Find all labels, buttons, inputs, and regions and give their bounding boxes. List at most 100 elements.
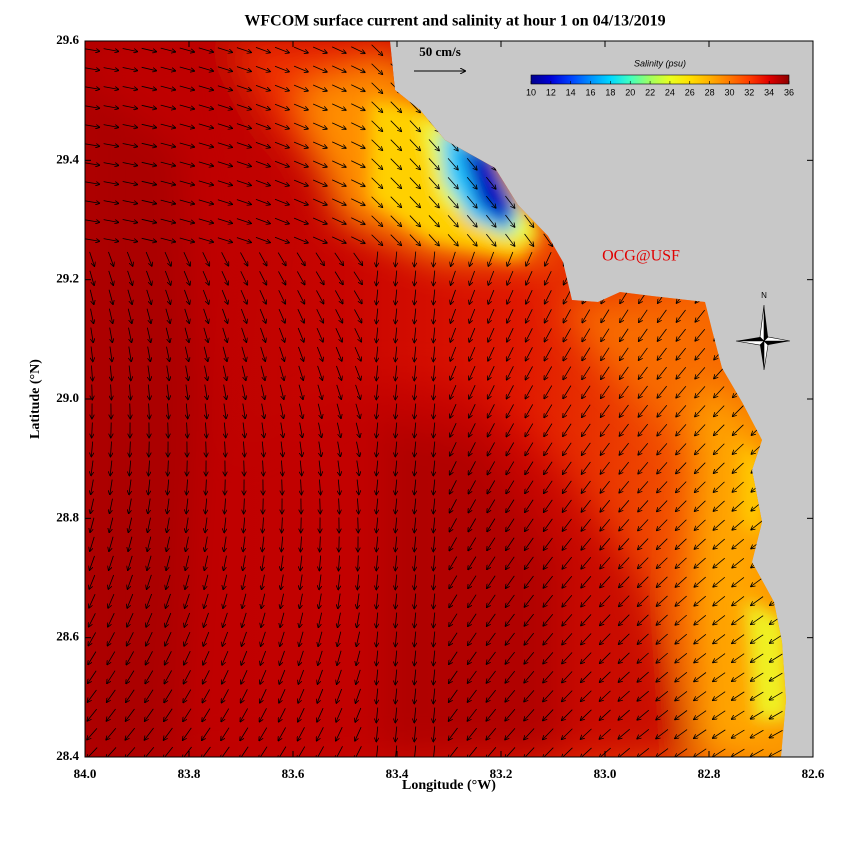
current-vector — [469, 346, 476, 361]
current-vector — [582, 423, 591, 436]
current-vector — [414, 555, 415, 571]
current-vector — [122, 86, 138, 89]
current-vector — [91, 346, 93, 362]
current-vector — [525, 461, 534, 475]
current-vector — [206, 479, 207, 495]
current-vector — [312, 84, 327, 91]
current-vector — [414, 479, 415, 495]
current-vector — [449, 632, 458, 646]
current-vector — [657, 404, 668, 417]
current-vector — [713, 634, 726, 643]
current-vector — [167, 403, 168, 419]
current-vector — [409, 120, 420, 132]
current-vector — [280, 593, 285, 609]
current-vector — [167, 365, 169, 381]
x-tick-label: 84.0 — [74, 766, 97, 781]
current-vector — [376, 536, 377, 552]
current-vector — [414, 631, 415, 647]
current-vector — [122, 219, 138, 222]
current-vector — [128, 555, 133, 570]
current-vector — [676, 386, 687, 397]
current-vector — [732, 596, 745, 605]
current-vector — [335, 328, 342, 342]
current-vector — [297, 290, 305, 303]
current-vector — [312, 160, 327, 167]
current-vector — [108, 289, 113, 304]
current-vector — [274, 84, 289, 90]
current-vector — [198, 237, 213, 242]
current-vector — [600, 538, 611, 549]
current-vector — [185, 593, 190, 608]
current-vector — [371, 215, 383, 226]
current-vector — [695, 348, 706, 359]
current-vector — [525, 423, 534, 437]
current-vector — [376, 593, 377, 609]
current-vector — [409, 215, 420, 227]
current-vector — [451, 270, 456, 285]
colorbar-tick-label: 32 — [744, 87, 754, 97]
current-vector — [488, 289, 495, 304]
current-vector — [395, 612, 396, 628]
current-vector — [165, 651, 172, 664]
current-vector — [485, 176, 495, 189]
current-vector — [243, 422, 245, 438]
current-vector — [85, 182, 100, 184]
current-vector — [282, 517, 283, 533]
current-vector — [243, 441, 244, 457]
current-vector — [695, 309, 705, 322]
current-vector — [563, 385, 572, 399]
current-vector — [600, 633, 611, 645]
current-vector — [526, 328, 533, 341]
current-vector — [109, 517, 114, 533]
current-vector — [129, 460, 130, 476]
current-vector — [525, 537, 534, 550]
current-vector — [657, 366, 667, 379]
current-vector — [262, 422, 264, 438]
current-vector — [318, 650, 323, 665]
current-vector — [91, 479, 94, 495]
current-vector — [109, 536, 114, 551]
current-vector — [619, 519, 630, 530]
current-vector — [242, 574, 247, 590]
current-vector — [619, 442, 629, 455]
current-vector — [240, 271, 248, 285]
current-vector — [141, 218, 157, 222]
current-vector — [376, 327, 377, 343]
current-vector — [620, 366, 629, 379]
current-vector — [160, 199, 176, 204]
current-vector — [187, 422, 188, 438]
current-vector — [351, 84, 364, 92]
colorbar-tick-label: 20 — [625, 87, 635, 97]
current-vector — [278, 290, 286, 304]
current-vector — [274, 160, 289, 166]
current-vector — [183, 270, 190, 285]
current-vector — [713, 653, 726, 663]
current-vector — [676, 328, 686, 341]
current-vector — [732, 481, 744, 492]
current-vector — [601, 328, 610, 342]
map-title: WFCOM surface current and salinity at ho… — [244, 13, 665, 30]
current-vector — [160, 85, 176, 90]
current-vector — [658, 309, 667, 322]
current-vector — [450, 403, 457, 418]
current-vector — [390, 101, 402, 113]
current-vector — [469, 365, 476, 380]
current-vector — [351, 65, 364, 73]
current-vector — [428, 215, 439, 226]
colorbar-tick-label: 16 — [586, 87, 596, 97]
current-vector — [505, 651, 515, 664]
current-vector — [371, 101, 383, 112]
current-vector — [166, 574, 171, 589]
current-vector — [85, 106, 100, 108]
current-vector — [217, 199, 232, 205]
current-vector — [433, 251, 434, 267]
colorbar-tick-label: 26 — [685, 87, 695, 97]
current-vector — [450, 308, 456, 323]
current-vector — [202, 289, 208, 304]
current-vector — [274, 103, 289, 109]
x-tick-label: 83.0 — [594, 766, 617, 781]
current-vector — [358, 517, 359, 533]
current-vector — [376, 498, 377, 514]
current-vector — [544, 385, 553, 399]
current-vector — [695, 519, 706, 530]
